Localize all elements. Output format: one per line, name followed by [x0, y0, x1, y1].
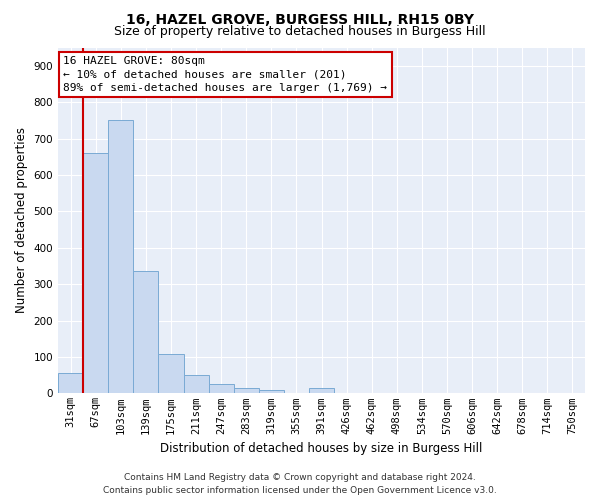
Bar	[233, 388, 259, 394]
Bar	[158, 354, 184, 394]
Bar	[309, 388, 334, 394]
Text: Size of property relative to detached houses in Burgess Hill: Size of property relative to detached ho…	[114, 25, 486, 38]
Bar	[58, 374, 83, 394]
Y-axis label: Number of detached properties: Number of detached properties	[15, 128, 28, 314]
Bar	[209, 384, 233, 394]
Text: 16 HAZEL GROVE: 80sqm
← 10% of detached houses are smaller (201)
89% of semi-det: 16 HAZEL GROVE: 80sqm ← 10% of detached …	[64, 56, 388, 92]
Bar	[83, 153, 108, 394]
Bar	[108, 120, 133, 394]
Text: Contains HM Land Registry data © Crown copyright and database right 2024.
Contai: Contains HM Land Registry data © Crown c…	[103, 473, 497, 495]
X-axis label: Distribution of detached houses by size in Burgess Hill: Distribution of detached houses by size …	[160, 442, 483, 455]
Bar	[259, 390, 284, 394]
Bar	[133, 272, 158, 394]
Text: 16, HAZEL GROVE, BURGESS HILL, RH15 0BY: 16, HAZEL GROVE, BURGESS HILL, RH15 0BY	[126, 12, 474, 26]
Bar	[184, 375, 209, 394]
